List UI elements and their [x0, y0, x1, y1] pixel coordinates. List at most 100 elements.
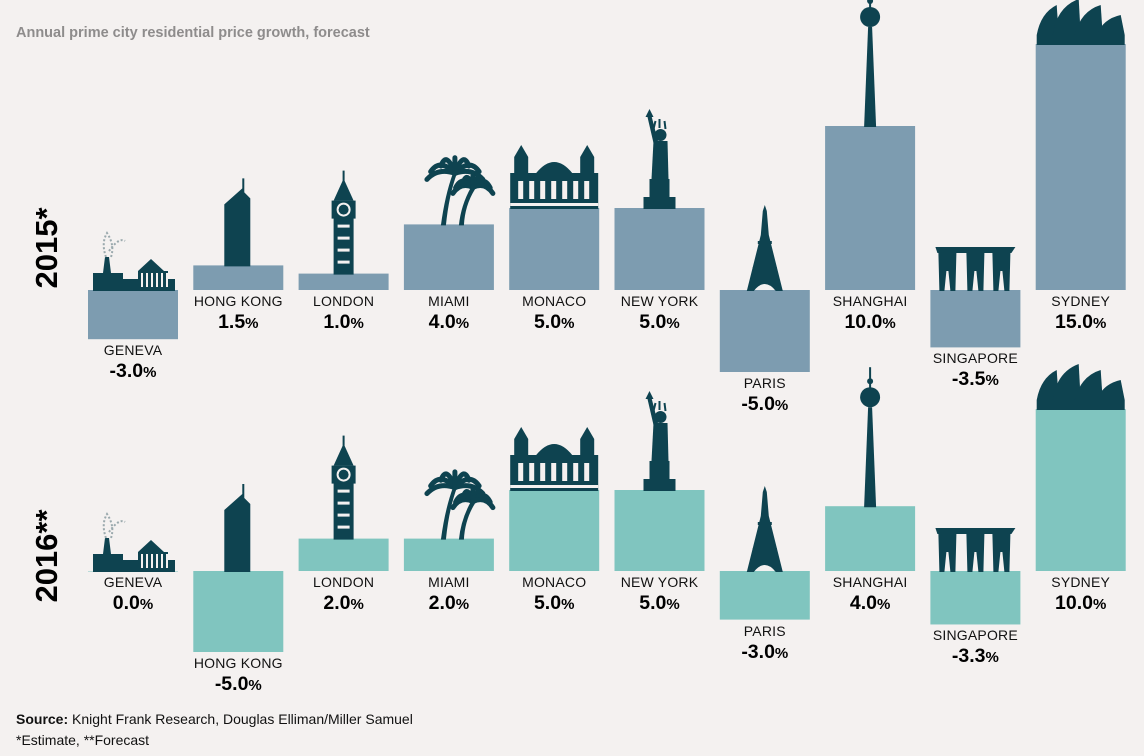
value-label-2015-geneva: -3.0% [73, 360, 193, 383]
bar-2016-miami [403, 538, 494, 571]
value-label-2016-geneva-unit: % [139, 596, 154, 613]
value-label-2016-paris-number: -3.0 [741, 640, 775, 663]
geneva-jet-icon [93, 512, 175, 572]
city-label-2015-singapore: SINGAPORE [932, 350, 1018, 367]
monaco-casino-icon [510, 427, 599, 491]
value-label-2016-miami-number: 2.0 [428, 592, 456, 614]
value-label-2015-london-number: 1.0 [323, 311, 351, 333]
estimate-note: *Estimate, **Forecast [16, 732, 150, 748]
city-label-2016-hong-kong: HONG KONG [193, 655, 283, 671]
value-label-2016-shanghai: 4.0% [810, 592, 930, 615]
bar-2016-new-york [614, 490, 705, 571]
value-label-2015-new-york: 5.0% [600, 311, 720, 334]
palm-trees-icon [424, 469, 496, 540]
year-label-2016: 2016** [29, 509, 64, 603]
source-text: Knight Frank Research, Douglas Elliman/M… [72, 711, 413, 727]
value-label-2016-sydney-unit: % [1092, 596, 1107, 613]
value-label-2015-geneva-unit: % [143, 364, 157, 382]
value-label-2016-hong-kong: -5.0% [178, 673, 298, 696]
city-label-2015-paris: PARIS [743, 375, 786, 391]
value-label-2015-sydney-number: 15.0 [1055, 311, 1093, 333]
statue-of-liberty-icon [643, 109, 676, 209]
city-label-2015-geneva: GENEVA [103, 342, 163, 359]
city-label-2016-london: LONDON [313, 574, 375, 590]
value-label-2015-miami: 4.0% [389, 311, 509, 334]
value-label-2015-miami-unit: % [455, 315, 470, 332]
value-label-2016-singapore-unit: % [985, 649, 999, 667]
bar-2015-london [298, 273, 389, 290]
value-label-2015-singapore: -3.5% [915, 368, 1035, 391]
city-label-2015-miami: MIAMI [428, 293, 470, 309]
value-label-2016-miami-unit: % [455, 596, 470, 613]
value-label-2016-monaco: 5.0% [494, 592, 614, 615]
value-label-2015-hong-kong-number: 1.5 [218, 311, 246, 333]
eiffel-tower-icon [746, 486, 783, 572]
value-label-2016-singapore-number: -3.3 [951, 645, 986, 668]
value-label-2016-singapore: -3.3% [915, 645, 1035, 668]
bar-2015-new-york [614, 208, 705, 290]
geneva-jet-icon [93, 231, 175, 291]
sydney-opera-house-icon [1036, 364, 1125, 410]
value-label-2015-shanghai-unit: % [882, 315, 896, 332]
pearl-tower-icon [860, 367, 881, 508]
value-label-2015-london: 1.0% [284, 311, 404, 334]
value-label-2015-geneva-number: -3.0 [109, 360, 144, 383]
year-label-2015: 2015* [29, 207, 64, 289]
city-label-2016-paris: PARIS [743, 622, 786, 639]
value-label-2015-monaco-unit: % [561, 315, 575, 332]
big-ben-icon [331, 435, 356, 540]
value-label-2015-sydney: 15.0% [1021, 311, 1141, 334]
value-label-2015-new-york-number: 5.0 [639, 311, 667, 333]
city-label-2015-london: LONDON [313, 293, 375, 309]
city-label-2016-geneva: GENEVA [103, 574, 163, 590]
bar-2015-miami [403, 224, 494, 290]
city-label-2015-monaco: MONACO [522, 293, 587, 309]
marina-bay-sands-icon [935, 528, 1016, 572]
city-label-2015-hong-kong: HONG KONG [193, 293, 283, 309]
hong-kong-tower-icon [224, 484, 251, 572]
monaco-casino-icon [510, 145, 599, 209]
bar-2015-sydney [1035, 44, 1126, 290]
city-label-2016-monaco: MONACO [522, 574, 587, 590]
value-label-2015-shanghai-number: 10.0 [844, 311, 883, 333]
pearl-tower-icon [860, 0, 881, 127]
value-label-2016-paris-unit: % [774, 644, 789, 662]
sydney-opera-house-icon [1036, 0, 1125, 45]
value-label-2015-miami-number: 4.0 [428, 311, 456, 333]
statue-of-liberty-icon [643, 391, 676, 491]
big-ben-icon [331, 170, 356, 275]
value-label-2016-paris: -3.0% [705, 641, 825, 664]
value-label-2016-shanghai-unit: % [876, 596, 891, 613]
palm-trees-icon [424, 155, 496, 226]
marina-bay-sands-icon [935, 247, 1016, 291]
value-label-2016-sydney: 10.0% [1021, 592, 1141, 615]
hong-kong-tower-icon [224, 178, 251, 267]
value-label-2015-singapore-number: -3.5 [951, 368, 986, 391]
value-label-2015-paris-number: -5.0 [741, 393, 775, 415]
value-label-2016-hong-kong-unit: % [248, 677, 262, 694]
value-label-2016-geneva: 0.0% [73, 592, 193, 615]
bar-2016-paris [719, 571, 810, 620]
value-label-2015-london-unit: % [350, 315, 364, 332]
value-label-2016-hong-kong-number: -5.0 [214, 673, 249, 695]
city-label-2016-singapore: SINGAPORE [932, 627, 1018, 644]
value-label-2015-paris: -5.0% [705, 393, 825, 416]
city-label-2015-new-york: NEW YORK [620, 293, 699, 309]
value-label-2016-monaco-number: 5.0 [533, 592, 562, 614]
city-label-2016-miami: MIAMI [428, 574, 470, 590]
value-label-2015-sydney-unit: % [1092, 315, 1107, 332]
value-label-2016-miami: 2.0% [389, 592, 509, 615]
value-label-2015-hong-kong: 1.5% [178, 311, 298, 334]
value-label-2015-new-york-unit: % [666, 315, 680, 332]
value-label-2016-monaco-unit: % [561, 596, 575, 613]
chart-subtitle: Annual prime city residential price grow… [16, 25, 370, 41]
bar-2015-geneva [88, 290, 178, 340]
value-label-2015-hong-kong-unit: % [245, 315, 259, 332]
value-label-2016-sydney-number: 10.0 [1055, 592, 1093, 614]
value-label-2016-new-york-unit: % [666, 596, 680, 613]
chart-canvas [88, 0, 1126, 652]
value-label-2016-shanghai-number: 4.0 [849, 592, 877, 614]
bar-2015-singapore [930, 290, 1021, 348]
bar-2015-shanghai [825, 126, 916, 290]
eiffel-tower-icon [746, 205, 783, 291]
